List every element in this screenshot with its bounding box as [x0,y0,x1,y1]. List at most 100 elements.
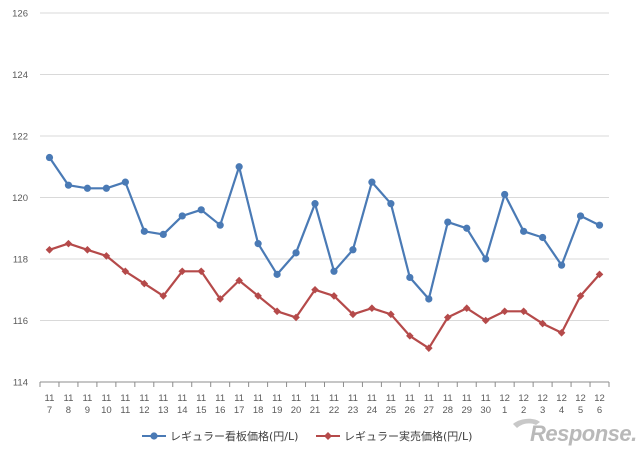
x-tick-label-day: 28 [442,405,453,416]
data-point-actual-price [368,304,376,312]
data-point-actual-price [178,267,187,276]
data-point-list-price [178,212,186,220]
x-tick-label-day: 17 [234,405,245,416]
x-tick-label-month: 11 [120,393,130,404]
x-tick-label-month: 11 [291,393,301,404]
data-point-actual-price [235,276,243,285]
data-point-actual-price [349,310,357,319]
series-line-list-price [48,156,600,301]
data-point-actual-price [273,307,281,316]
data-point-list-price [444,218,452,226]
data-point-actual-price [121,267,130,276]
legend-label-actual-price: レギュラー実売価格(円/L) [344,429,472,443]
data-point-actual-price [481,316,490,325]
data-point-actual-price [443,313,452,322]
data-point-actual-price [462,304,471,312]
x-tick-label-month: 11 [196,393,206,404]
y-tick-label: 124 [12,70,28,81]
data-point-actual-price [576,292,585,300]
x-tick-label-day: 8 [66,405,71,416]
x-tick-label-month: 12 [537,393,548,404]
x-tick-label-day: 5 [578,405,583,416]
data-point-list-price [311,200,319,208]
data-point-list-price [235,163,243,171]
data-point-actual-price [140,279,149,288]
data-point-list-price [406,273,414,282]
data-point-actual-price [83,245,92,254]
y-tick-label: 114 [13,378,28,389]
x-tick-label-day: 21 [310,405,321,416]
y-tick-label: 120 [12,193,28,204]
data-point-list-price [482,255,490,263]
x-tick-label-month: 11 [139,393,149,404]
x-tick-label-day: 14 [177,405,188,416]
x-tick-label-month: 12 [499,393,510,404]
data-point-actual-price [595,270,604,279]
data-point-actual-price [159,292,168,300]
x-tick-label-month: 11 [234,393,244,404]
data-point-actual-price [519,307,528,316]
x-tick-label-month: 11 [329,393,339,404]
data-point-list-price [557,261,566,269]
x-tick-label-day: 1 [502,405,507,416]
x-tick-label-day: 19 [272,405,283,416]
data-point-list-price [349,246,357,254]
x-tick-label-day: 24 [367,405,378,416]
data-point-actual-price [254,292,262,300]
x-tick-label-day: 10 [101,405,112,416]
data-point-list-price [501,190,509,199]
data-point-actual-price [64,239,73,248]
legend-item-list-price: レギュラー看板価格(円/L) [142,429,298,443]
y-tick-label: 122 [12,132,28,143]
legend-marker-actual-price [324,432,332,440]
x-tick-label-day: 9 [85,405,90,416]
x-tick-label-day: 7 [47,405,52,416]
data-point-list-price [463,224,471,232]
x-tick-label-month: 11 [101,393,111,404]
x-tick-label-day: 3 [540,405,545,416]
x-tick-label-day: 18 [253,405,264,416]
logo-swoosh-icon [513,418,540,428]
legend-item-actual-price: レギュラー実売価格(円/L) [316,429,472,443]
x-tick-label-month: 12 [575,393,586,404]
x-tick-label-month: 11 [158,393,168,404]
x-tick-label-month: 11 [462,393,472,404]
legend: レギュラー看板価格(円/L) レギュラー実売価格(円/L) [142,429,472,443]
data-point-actual-price [102,252,111,260]
data-point-list-price [159,230,167,238]
data-point-list-price [273,270,281,278]
data-point-list-price [576,212,585,220]
data-point-actual-price [387,310,395,319]
data-point-list-price [140,227,148,235]
data-point-list-price [197,206,205,214]
x-tick-label-day: 11 [120,405,130,416]
x-tick-label-month: 11 [367,393,377,404]
x-tick-label-month: 12 [518,393,529,404]
x-tick-label-day: 23 [348,405,359,416]
x-tick-label-month: 11 [64,393,74,404]
data-point-list-price [45,153,54,162]
data-point-actual-price [45,245,54,254]
x-tick-label-month: 11 [215,393,225,404]
data-point-list-price [121,178,129,186]
x-tick-label-day: 15 [196,405,207,416]
x-tick-label-month: 11 [424,393,434,404]
y-tick-label: 126 [12,9,28,20]
x-tick-label-day: 29 [461,405,472,416]
data-point-actual-price [311,285,319,294]
data-point-actual-price [292,313,300,322]
data-point-list-price [425,295,433,303]
data-point-list-price [102,184,110,192]
response-logo: Response. [513,418,637,446]
gridlines [40,12,609,383]
x-tick-label-month: 11 [310,393,320,404]
series-layer [45,153,604,352]
data-point-list-price [539,233,547,242]
x-tick-label-month: 11 [481,393,491,404]
x-tick-label-month: 11 [405,393,415,404]
data-point-list-price [330,267,338,275]
x-tick-label-day: 4 [559,405,564,416]
data-point-list-price [64,181,73,189]
data-point-actual-price [557,329,566,337]
